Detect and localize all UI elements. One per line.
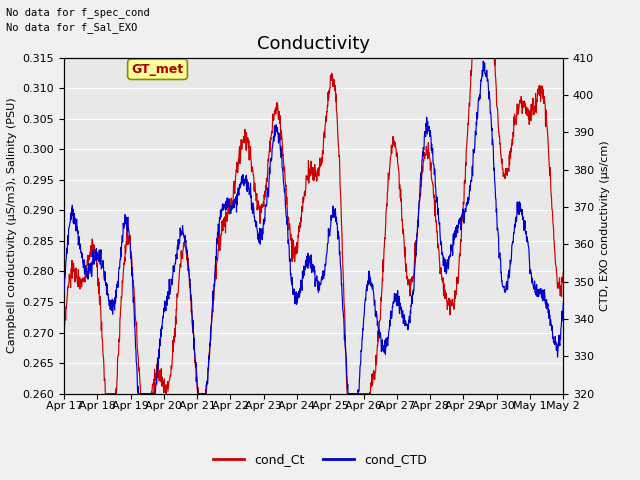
- Text: No data for f_Sal_EXO: No data for f_Sal_EXO: [6, 22, 138, 33]
- Y-axis label: CTD, EXO conductivity (μs/cm): CTD, EXO conductivity (μs/cm): [600, 140, 610, 311]
- Title: Conductivity: Conductivity: [257, 35, 370, 53]
- Legend: cond_Ct, cond_CTD: cond_Ct, cond_CTD: [208, 448, 432, 471]
- Text: No data for f_spec_cond: No data for f_spec_cond: [6, 7, 150, 18]
- Y-axis label: Campbell conductivity (μS/m3), Salinity (PSU): Campbell conductivity (μS/m3), Salinity …: [7, 98, 17, 353]
- Text: GT_met: GT_met: [131, 63, 184, 76]
